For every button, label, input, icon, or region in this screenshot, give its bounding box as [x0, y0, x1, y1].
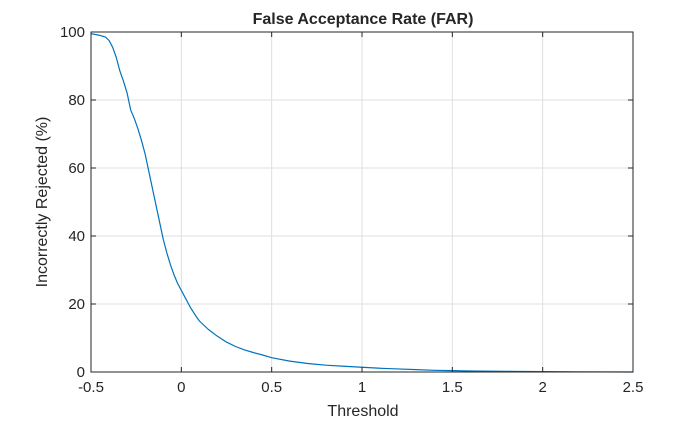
y-axis-label: Incorrectly Rejected (%)	[34, 117, 51, 288]
x-tick-label: -0.5	[78, 379, 104, 396]
y-tick-label: 0	[77, 364, 85, 381]
x-tick-label: 0.5	[261, 379, 282, 396]
ticks	[90, 31, 634, 373]
y-tick-label: 20	[68, 296, 85, 313]
x-tick-label: 1	[358, 379, 366, 396]
x-tick-label: 2.5	[623, 379, 644, 396]
x-tick-label: 1.5	[442, 379, 463, 396]
x-tick-label: 2	[538, 379, 546, 396]
series-line	[90, 33, 634, 373]
y-tick-label: 40	[68, 228, 85, 245]
y-tick-label: 80	[68, 92, 85, 109]
x-tick-label: 0	[177, 379, 185, 396]
chart-title: False Acceptance Rate (FAR)	[253, 11, 474, 28]
x-axis-label: Threshold	[327, 403, 398, 420]
series-layer	[90, 33, 634, 373]
y-tick-label: 60	[68, 160, 85, 177]
y-tick-label: 100	[60, 24, 85, 41]
